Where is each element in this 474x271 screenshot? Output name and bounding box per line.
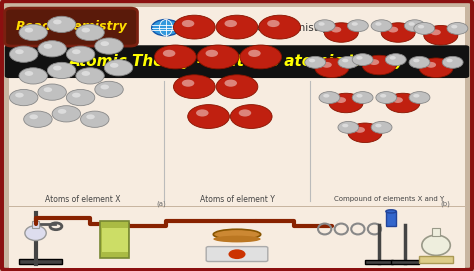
Ellipse shape [422,235,450,255]
Circle shape [155,45,196,69]
Text: Atoms of element X: Atoms of element X [45,195,121,204]
Circle shape [451,25,457,28]
Circle shape [352,22,358,26]
Circle shape [230,105,272,128]
FancyBboxPatch shape [419,256,453,263]
Circle shape [388,27,398,33]
Circle shape [29,114,38,119]
Circle shape [369,59,379,65]
Circle shape [447,59,453,62]
Circle shape [76,68,104,84]
Circle shape [72,93,81,98]
Circle shape [19,68,47,84]
Circle shape [152,20,180,36]
Circle shape [52,106,81,122]
Circle shape [225,20,237,27]
Ellipse shape [213,236,261,242]
Circle shape [375,124,382,127]
Circle shape [352,92,373,104]
Circle shape [424,25,458,45]
Circle shape [381,23,415,42]
Circle shape [19,24,47,41]
Circle shape [342,59,348,62]
Circle shape [25,28,33,33]
Circle shape [196,109,209,117]
Circle shape [47,16,76,33]
Circle shape [225,80,237,87]
Circle shape [9,89,38,106]
Circle shape [216,75,258,99]
Circle shape [100,85,109,89]
Text: (a): (a) [156,201,166,207]
FancyBboxPatch shape [365,260,393,264]
Circle shape [385,54,406,66]
Circle shape [329,93,363,113]
Circle shape [173,75,215,99]
Circle shape [44,44,52,49]
Circle shape [44,87,52,92]
Circle shape [418,25,424,28]
Circle shape [38,84,66,100]
Circle shape [321,62,332,68]
Circle shape [66,46,95,62]
Circle shape [104,60,133,76]
FancyBboxPatch shape [206,247,268,262]
Text: Compound of elements X and Y: Compound of elements X and Y [334,196,444,202]
Circle shape [182,80,194,87]
Text: Read Chemistry: Read Chemistry [16,20,127,33]
FancyBboxPatch shape [9,207,465,268]
Circle shape [348,123,382,143]
Circle shape [95,81,123,98]
Circle shape [47,62,76,79]
FancyBboxPatch shape [9,7,465,49]
FancyBboxPatch shape [386,211,396,226]
FancyBboxPatch shape [19,259,62,264]
Ellipse shape [25,225,46,241]
Circle shape [323,94,329,98]
Circle shape [82,71,90,76]
FancyBboxPatch shape [9,76,465,206]
FancyBboxPatch shape [32,221,39,228]
Circle shape [390,56,396,60]
Circle shape [81,111,109,127]
Text: Atoms of element Y: Atoms of element Y [200,195,274,204]
FancyBboxPatch shape [100,221,129,258]
Circle shape [380,94,386,98]
Circle shape [371,121,392,133]
Circle shape [305,56,326,68]
Circle shape [240,45,282,69]
Circle shape [413,94,419,98]
Circle shape [53,20,62,24]
Circle shape [409,22,415,26]
Circle shape [338,121,359,133]
Circle shape [386,93,420,113]
Circle shape [419,58,453,78]
Circle shape [206,50,218,57]
Circle shape [376,92,397,104]
Circle shape [110,63,118,68]
Circle shape [324,23,358,42]
Circle shape [414,22,435,34]
Circle shape [216,15,258,39]
Circle shape [86,114,95,119]
Circle shape [239,109,251,117]
Circle shape [315,58,349,78]
FancyBboxPatch shape [391,260,419,264]
Circle shape [342,124,348,127]
Circle shape [371,20,392,32]
Text: (b): (b) [441,201,450,207]
Circle shape [442,56,463,68]
FancyBboxPatch shape [5,45,469,78]
Circle shape [188,105,229,128]
Circle shape [25,71,33,76]
Circle shape [331,27,341,33]
Circle shape [24,111,52,127]
Circle shape [9,46,38,62]
Text: Atomic Theory - Dalton's atomic theory: Atomic Theory - Dalton's atomic theory [69,54,405,69]
Circle shape [319,22,325,26]
Circle shape [100,41,109,46]
Circle shape [430,29,441,35]
Circle shape [197,45,239,69]
Circle shape [347,20,368,32]
